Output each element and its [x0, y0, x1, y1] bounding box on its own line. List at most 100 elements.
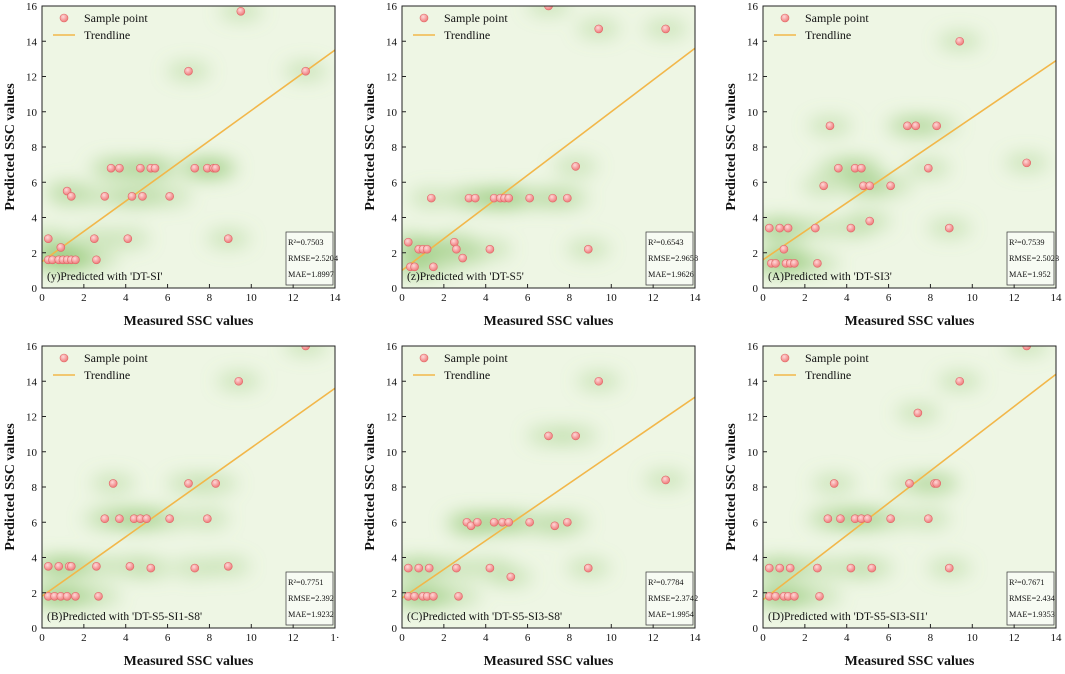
sample-point [783, 223, 793, 233]
y-tick-label: 12 [386, 72, 397, 84]
y-tick-label: 6 [753, 517, 759, 529]
sample-point [903, 121, 912, 131]
legend-point-marker [419, 353, 429, 363]
sample-point [550, 521, 560, 531]
sample-point [454, 591, 463, 601]
y-tick-label: 4 [32, 213, 38, 225]
sample-point [846, 563, 856, 573]
sample-point [583, 244, 593, 254]
y-tick-label: 8 [392, 482, 398, 494]
x-tick-label: 12 [648, 292, 659, 304]
sample-point [865, 216, 875, 226]
sample-point [67, 192, 76, 201]
stats-value: RMSE=2.5204 [288, 254, 339, 263]
sample-point [123, 234, 133, 243]
legend: Sample point Trendline [53, 351, 148, 382]
y-tick-label: 6 [753, 177, 759, 189]
y-tick-label: 2 [32, 588, 38, 600]
chart-panel-3: 0 2 4 6 8 10 12 1· 0 2 4 6 8 10 12 14 16 Measured SSC val… [3, 341, 340, 669]
legend-sample-label: Sample point [444, 11, 508, 25]
trendline [42, 387, 335, 597]
sample-point [92, 255, 101, 265]
x-tick-label: 2 [81, 632, 87, 644]
stats-value: R²=0.7671 [1009, 578, 1045, 587]
y-tick-label: 4 [753, 213, 759, 225]
legend-sample-label: Sample point [84, 351, 148, 365]
x-tick-label: 8 [928, 292, 934, 304]
legend-trend-label: Trendline [444, 28, 490, 42]
sample-point [71, 591, 80, 601]
legend-trend-label: Trendline [444, 368, 490, 382]
sample-point [452, 563, 461, 573]
y-tick-label: 16 [747, 1, 759, 13]
sample-point [944, 563, 954, 573]
sample-point [905, 479, 914, 488]
y-tick-label: 10 [747, 107, 759, 119]
x-tick-label: 2 [81, 292, 87, 304]
sample-point [106, 163, 116, 173]
stats-value: R²=0.7539 [1009, 238, 1045, 247]
legend-sample-label: Sample point [84, 11, 148, 25]
x-tick-label: 14 [690, 292, 702, 304]
sample-point [594, 376, 604, 386]
sample-point [785, 563, 795, 573]
chart-panel-0: 0 2 4 6 8 10 12 14 0 2 4 6 8 10 12 14 16 Measured SSC val… [3, 1, 341, 329]
y-tick-label: 16 [386, 341, 398, 353]
sample-point [1022, 346, 1031, 351]
sample-point [571, 431, 581, 441]
x-axis-label: Measured SSC values [124, 314, 254, 329]
y-tick-label: 6 [32, 177, 38, 189]
y-tick-label: 14 [747, 376, 759, 388]
sample-point [886, 181, 895, 191]
sample-point [955, 376, 965, 386]
y-tick-label: 12 [747, 412, 758, 424]
stats-value: RMSE=2.434 [1009, 594, 1056, 603]
x-tick-label: 8 [567, 292, 573, 304]
sample-point [211, 479, 221, 488]
legend-sample-label: Sample point [805, 11, 869, 25]
sample-point [504, 193, 514, 203]
sample-point [661, 24, 671, 34]
y-tick-label: 8 [32, 482, 38, 494]
y-tick-label: 4 [392, 213, 398, 225]
x-tick-label: 12 [1009, 292, 1020, 304]
x-tick-label: 0 [399, 632, 405, 644]
y-tick-label: 2 [32, 248, 38, 260]
y-tick-label: 8 [392, 142, 398, 154]
x-tick-label: 8 [567, 632, 573, 644]
stats-value: MAE=1.9353 [1009, 610, 1055, 619]
density-blob [526, 6, 571, 16]
chart-panel-1: 0 2 4 6 8 10 12 14 0 2 4 6 8 10 12 14 16 Measured SSC val… [363, 1, 702, 329]
stats-value: R²=0.7503 [288, 238, 324, 247]
y-tick-label: 14 [26, 36, 38, 48]
sample-point [571, 162, 581, 171]
y-tick-label: 16 [386, 1, 398, 13]
stats-value: MAE=1.8997 [288, 270, 334, 279]
y-tick-label: 0 [753, 283, 759, 295]
x-tick-label: 4 [123, 292, 129, 304]
sample-point [100, 514, 110, 524]
stats-box [285, 571, 334, 626]
stats-box [645, 571, 694, 626]
y-tick-label: 16 [26, 341, 38, 353]
trendline [42, 49, 335, 263]
stats-value: RMSE=2.5023 [1009, 254, 1059, 263]
sample-point [857, 163, 866, 173]
chart-panel-5: 0 2 4 6 8 10 12 14 0 2 4 6 8 10 12 14 16 Measured SSC val… [724, 341, 1062, 669]
stats-value: MAE=1.9626 [648, 270, 694, 279]
x-tick-label: 8 [928, 632, 934, 644]
x-tick-label: 12 [288, 632, 299, 644]
sample-point [43, 562, 53, 571]
sample-point [424, 563, 434, 573]
sample-point [867, 563, 877, 573]
sample-point [865, 181, 875, 191]
sample-point [913, 408, 923, 418]
y-tick-label: 0 [32, 623, 38, 635]
sample-point [142, 514, 151, 524]
y-tick-label: 8 [753, 142, 759, 154]
sample-point [924, 163, 933, 173]
sample-point [190, 563, 200, 573]
sample-point [813, 259, 822, 268]
sample-point [403, 563, 413, 573]
